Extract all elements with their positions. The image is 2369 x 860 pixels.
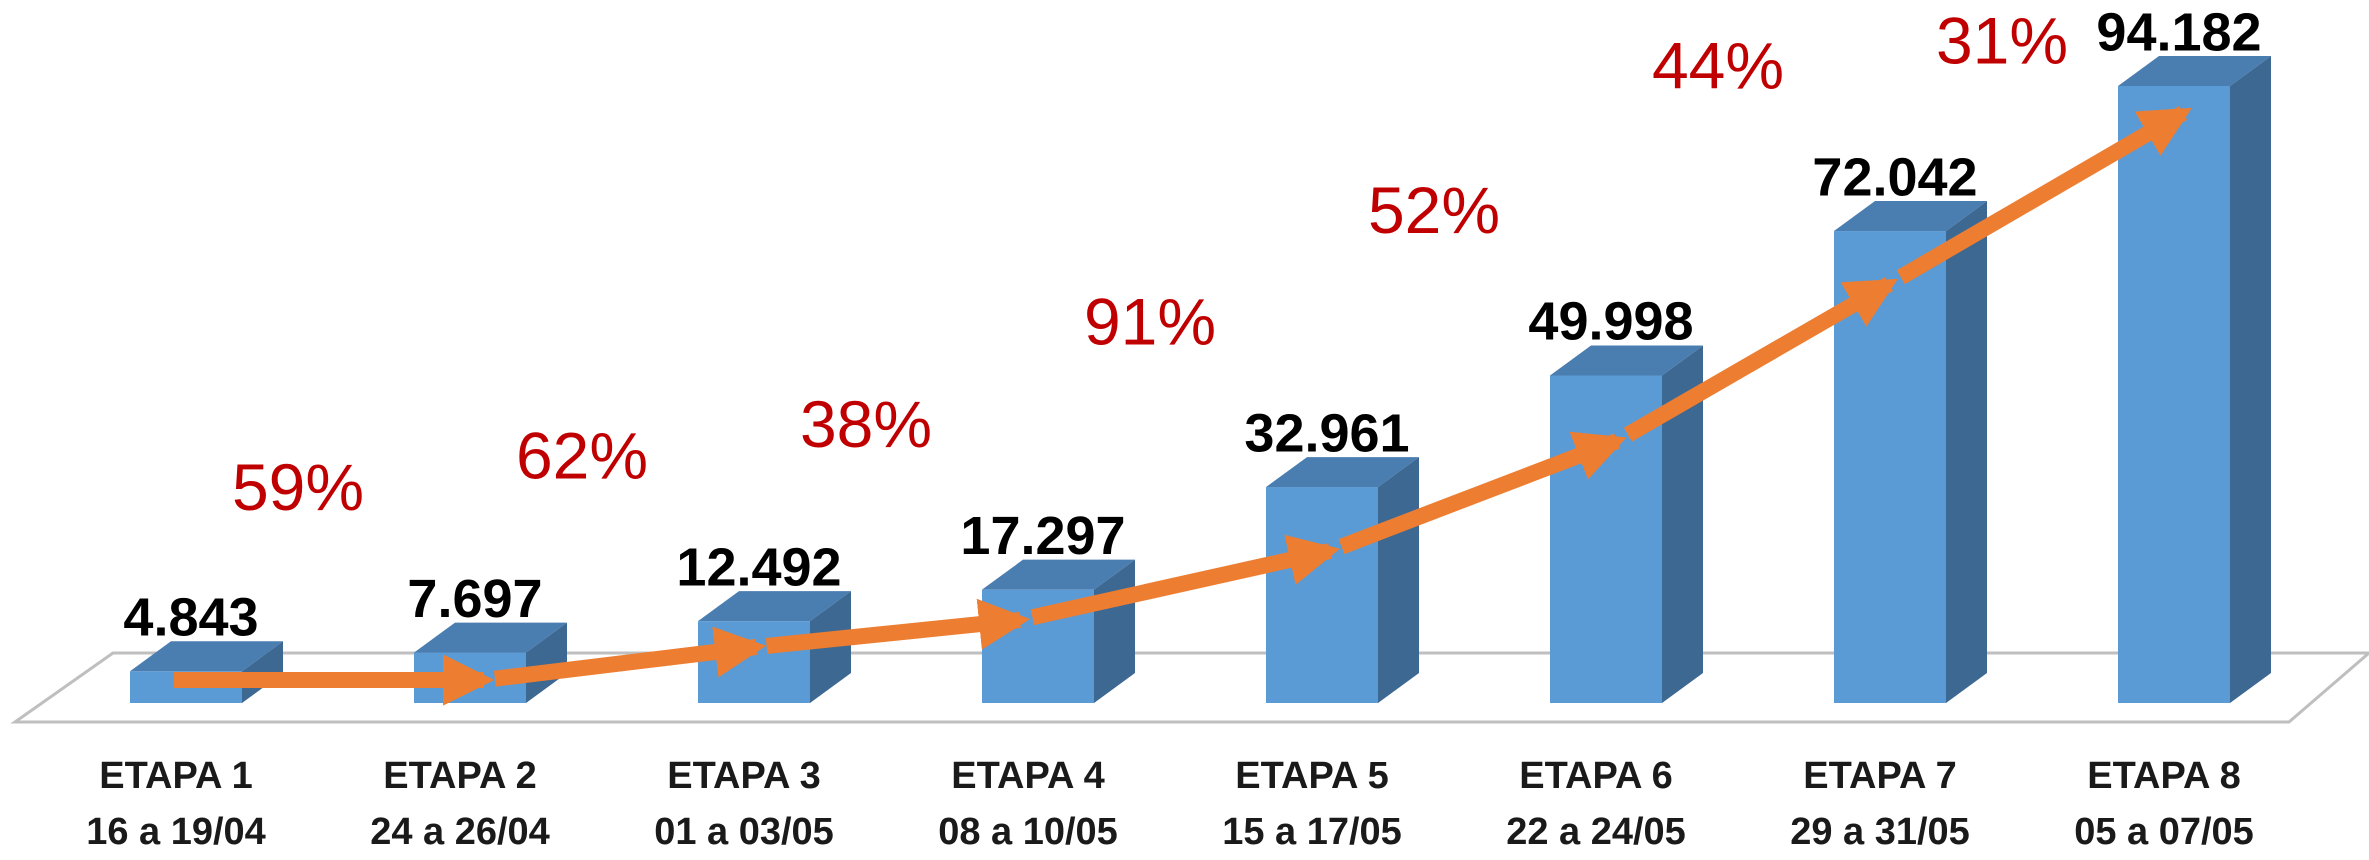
value-label: 94.182 (2096, 2, 2261, 62)
growth-label: 38% (800, 387, 932, 461)
arrows (174, 106, 2192, 706)
period-label: 05 a 07/05 (2074, 811, 2254, 853)
bar-top (1550, 345, 1703, 376)
value-label: 72.042 (1812, 147, 1977, 207)
bar-top (2118, 56, 2271, 86)
bar-side (526, 622, 567, 703)
bar-top (1834, 201, 1987, 232)
category-label: ETAPA 4 (951, 755, 1104, 797)
bar-front (1266, 487, 1378, 703)
period-label: 08 a 10/05 (938, 811, 1118, 853)
bar-side (1378, 457, 1419, 703)
bar-top (982, 559, 1135, 590)
growth-label: 59% (232, 450, 364, 524)
value-label: 49.998 (1528, 292, 1693, 352)
period-label: 01 a 03/05 (654, 811, 834, 853)
category-label: ETAPA 5 (1235, 755, 1388, 797)
growth-label: 91% (1084, 285, 1216, 359)
growth-arrow (1896, 106, 2192, 285)
category-label: ETAPA 6 (1519, 755, 1672, 797)
growth-label: 31% (1936, 3, 2068, 77)
growth-arrow (1030, 534, 1340, 626)
value-label: 4.843 (123, 588, 258, 648)
growth-arrow (1623, 277, 1898, 442)
bar (1266, 457, 1419, 703)
growth-arrow (493, 626, 767, 687)
bar-top (414, 622, 567, 653)
period-label: 16 a 19/04 (86, 811, 266, 853)
period-label: 29 a 31/05 (1790, 811, 1970, 853)
bar (982, 559, 1135, 703)
bar (2118, 56, 2271, 703)
bar-front (2118, 86, 2230, 703)
bar-side (2230, 56, 2271, 703)
value-label: 17.297 (960, 506, 1125, 566)
growth-label: 44% (1652, 28, 1784, 102)
bar-top (698, 591, 851, 622)
growth-arrow (765, 598, 1031, 654)
period-label: 15 a 17/05 (1222, 811, 1402, 853)
labels: 4.843 ETAPA 1 16 a 19/04 7.697 ETAPA 2 24 a 2… (86, 2, 2261, 853)
bar-top (130, 641, 283, 672)
bar-side (1946, 201, 1987, 703)
category-label: ETAPA 2 (383, 755, 536, 797)
category-label: ETAPA 7 (1803, 755, 1956, 797)
category-label: ETAPA 3 (667, 755, 820, 797)
growth-label: 62% (516, 419, 648, 493)
period-label: 22 a 24/05 (1506, 811, 1686, 853)
period-label: 24 a 26/04 (370, 811, 550, 853)
bar-top (1266, 457, 1419, 488)
growth-label: 52% (1368, 173, 1500, 247)
value-label: 32.961 (1244, 403, 1409, 463)
value-label: 12.492 (676, 537, 841, 597)
category-label: ETAPA 8 (2087, 755, 2240, 797)
bar-side (1662, 345, 1703, 703)
category-label: ETAPA 1 (99, 755, 252, 797)
bar-front (698, 621, 810, 703)
value-label: 7.697 (407, 569, 542, 629)
growth-arrow (1338, 431, 1627, 555)
